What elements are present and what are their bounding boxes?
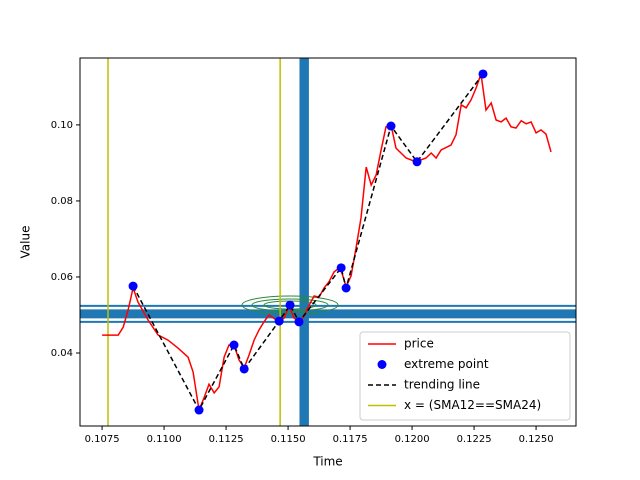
legend-label: price: [404, 337, 434, 351]
extreme-point: [128, 281, 138, 291]
y-tick-label: 0.10: [51, 120, 73, 131]
extreme-point: [478, 69, 488, 79]
y-tick-label: 0.04: [51, 348, 73, 359]
y-axis-label: Value: [19, 226, 33, 259]
extreme-point: [274, 316, 284, 326]
x-tick-label: 0.1250: [519, 434, 554, 445]
extreme-point: [194, 405, 204, 415]
legend-label: trending line: [404, 378, 480, 392]
x-axis-label: Time: [312, 455, 342, 469]
legend-label: x = (SMA12==SMA24): [404, 398, 541, 412]
extreme-point: [229, 340, 239, 350]
extreme-point: [336, 263, 346, 273]
legend-marker: [377, 360, 387, 369]
legend: price extreme point trending line x = (SMA1…: [359, 331, 571, 421]
x-tick-label: 0.1200: [395, 434, 430, 445]
legend-label: extreme point: [404, 357, 489, 371]
extreme-point: [412, 157, 422, 167]
x-tick-label: 0.1125: [209, 434, 244, 445]
x-tick-label: 0.1175: [333, 434, 368, 445]
plot-layer: [80, 58, 576, 426]
extreme-point: [239, 364, 249, 374]
x-tick-label: 0.1150: [271, 434, 306, 445]
extreme-point: [285, 300, 295, 310]
y-tick-label: 0.08: [51, 196, 73, 207]
extreme-point: [386, 121, 396, 131]
extreme-point: [294, 317, 304, 327]
x-tick-label: 0.1100: [147, 434, 182, 445]
x-tick-label: 0.1075: [85, 434, 120, 445]
y-tick-label: 0.06: [51, 272, 73, 283]
x-tick-label: 0.1225: [457, 434, 492, 445]
contour: [251, 298, 329, 312]
series-line: [132, 73, 484, 412]
extreme-point: [341, 283, 351, 293]
contour: [241, 295, 339, 315]
legend-box: [359, 331, 571, 421]
axes-frame: [79, 57, 577, 427]
